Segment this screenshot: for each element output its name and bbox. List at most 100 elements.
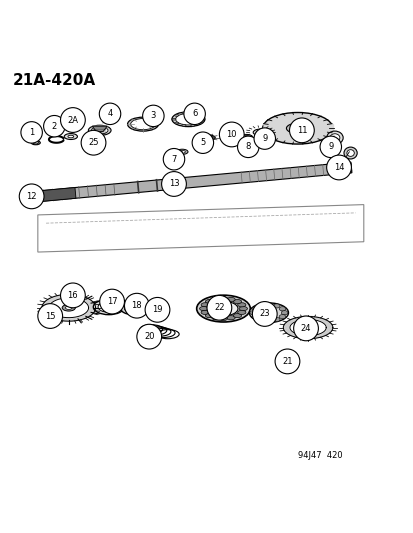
Ellipse shape: [143, 306, 163, 316]
Ellipse shape: [343, 147, 356, 159]
Ellipse shape: [226, 297, 235, 302]
Ellipse shape: [249, 311, 256, 315]
Ellipse shape: [226, 127, 233, 130]
Polygon shape: [42, 294, 95, 321]
Ellipse shape: [201, 136, 212, 140]
Ellipse shape: [93, 299, 124, 314]
Ellipse shape: [201, 303, 209, 307]
Ellipse shape: [326, 131, 342, 144]
Ellipse shape: [88, 125, 111, 135]
Circle shape: [137, 324, 161, 349]
Circle shape: [161, 172, 186, 196]
Circle shape: [192, 132, 213, 154]
Text: 16: 16: [67, 291, 78, 300]
Ellipse shape: [290, 125, 304, 131]
Ellipse shape: [147, 308, 159, 314]
Ellipse shape: [171, 112, 204, 127]
Ellipse shape: [265, 303, 271, 307]
Circle shape: [206, 295, 231, 320]
Text: 13: 13: [168, 180, 179, 189]
Ellipse shape: [98, 302, 119, 312]
Circle shape: [274, 349, 299, 374]
Text: 11: 11: [296, 126, 306, 135]
Ellipse shape: [239, 134, 252, 140]
Ellipse shape: [198, 135, 215, 141]
Circle shape: [99, 103, 121, 125]
Polygon shape: [37, 188, 76, 201]
Text: 6: 6: [192, 109, 197, 118]
Text: 18: 18: [131, 301, 142, 310]
Text: 3: 3: [150, 111, 156, 120]
Ellipse shape: [233, 313, 241, 318]
Circle shape: [60, 283, 85, 308]
Circle shape: [163, 149, 184, 170]
Text: 17: 17: [107, 297, 117, 306]
Ellipse shape: [205, 313, 213, 318]
Ellipse shape: [262, 112, 332, 144]
Ellipse shape: [176, 149, 188, 155]
Ellipse shape: [242, 135, 250, 139]
Text: 2A: 2A: [67, 116, 78, 125]
Circle shape: [254, 128, 275, 149]
Ellipse shape: [91, 127, 108, 134]
Ellipse shape: [301, 325, 313, 330]
Circle shape: [183, 103, 205, 125]
Text: 14: 14: [333, 163, 344, 172]
Circle shape: [252, 302, 276, 326]
Circle shape: [289, 118, 313, 143]
Polygon shape: [92, 126, 107, 132]
Ellipse shape: [190, 112, 195, 114]
Text: 21: 21: [282, 357, 292, 366]
Text: 2: 2: [52, 122, 57, 131]
Ellipse shape: [174, 122, 178, 124]
Circle shape: [237, 136, 259, 158]
Ellipse shape: [280, 311, 287, 315]
Text: 22: 22: [214, 303, 224, 312]
Ellipse shape: [237, 303, 245, 307]
Circle shape: [21, 122, 42, 143]
Ellipse shape: [209, 301, 237, 316]
Ellipse shape: [190, 124, 195, 126]
Text: 9: 9: [261, 134, 267, 143]
Text: 9: 9: [328, 142, 332, 151]
Ellipse shape: [31, 141, 40, 145]
Ellipse shape: [171, 118, 176, 120]
Text: 23: 23: [259, 310, 269, 318]
Ellipse shape: [273, 318, 279, 321]
Circle shape: [100, 289, 124, 314]
Ellipse shape: [174, 115, 178, 116]
Circle shape: [81, 131, 106, 155]
Ellipse shape: [211, 297, 220, 302]
Ellipse shape: [257, 304, 264, 308]
Ellipse shape: [65, 306, 72, 310]
Circle shape: [145, 297, 169, 322]
Circle shape: [43, 116, 65, 137]
Text: 15: 15: [45, 311, 55, 320]
Ellipse shape: [223, 125, 235, 131]
Ellipse shape: [265, 319, 271, 322]
Ellipse shape: [278, 306, 285, 311]
Text: 8: 8: [245, 142, 250, 151]
Ellipse shape: [199, 306, 207, 311]
Ellipse shape: [346, 150, 354, 156]
Ellipse shape: [249, 303, 288, 322]
Text: 94J47  420: 94J47 420: [297, 451, 342, 461]
Ellipse shape: [233, 300, 241, 304]
Ellipse shape: [219, 297, 227, 301]
Ellipse shape: [181, 124, 185, 126]
Ellipse shape: [131, 118, 155, 130]
Ellipse shape: [286, 123, 309, 133]
Ellipse shape: [62, 304, 75, 311]
Ellipse shape: [181, 112, 185, 114]
Circle shape: [219, 122, 244, 147]
Text: 12: 12: [26, 192, 37, 201]
Text: 24: 24: [300, 324, 311, 333]
Ellipse shape: [33, 194, 38, 196]
Ellipse shape: [196, 295, 250, 322]
Ellipse shape: [263, 310, 273, 316]
Circle shape: [326, 155, 351, 180]
Text: 7: 7: [171, 155, 176, 164]
Ellipse shape: [197, 122, 202, 124]
Circle shape: [142, 105, 164, 127]
Ellipse shape: [68, 135, 74, 138]
